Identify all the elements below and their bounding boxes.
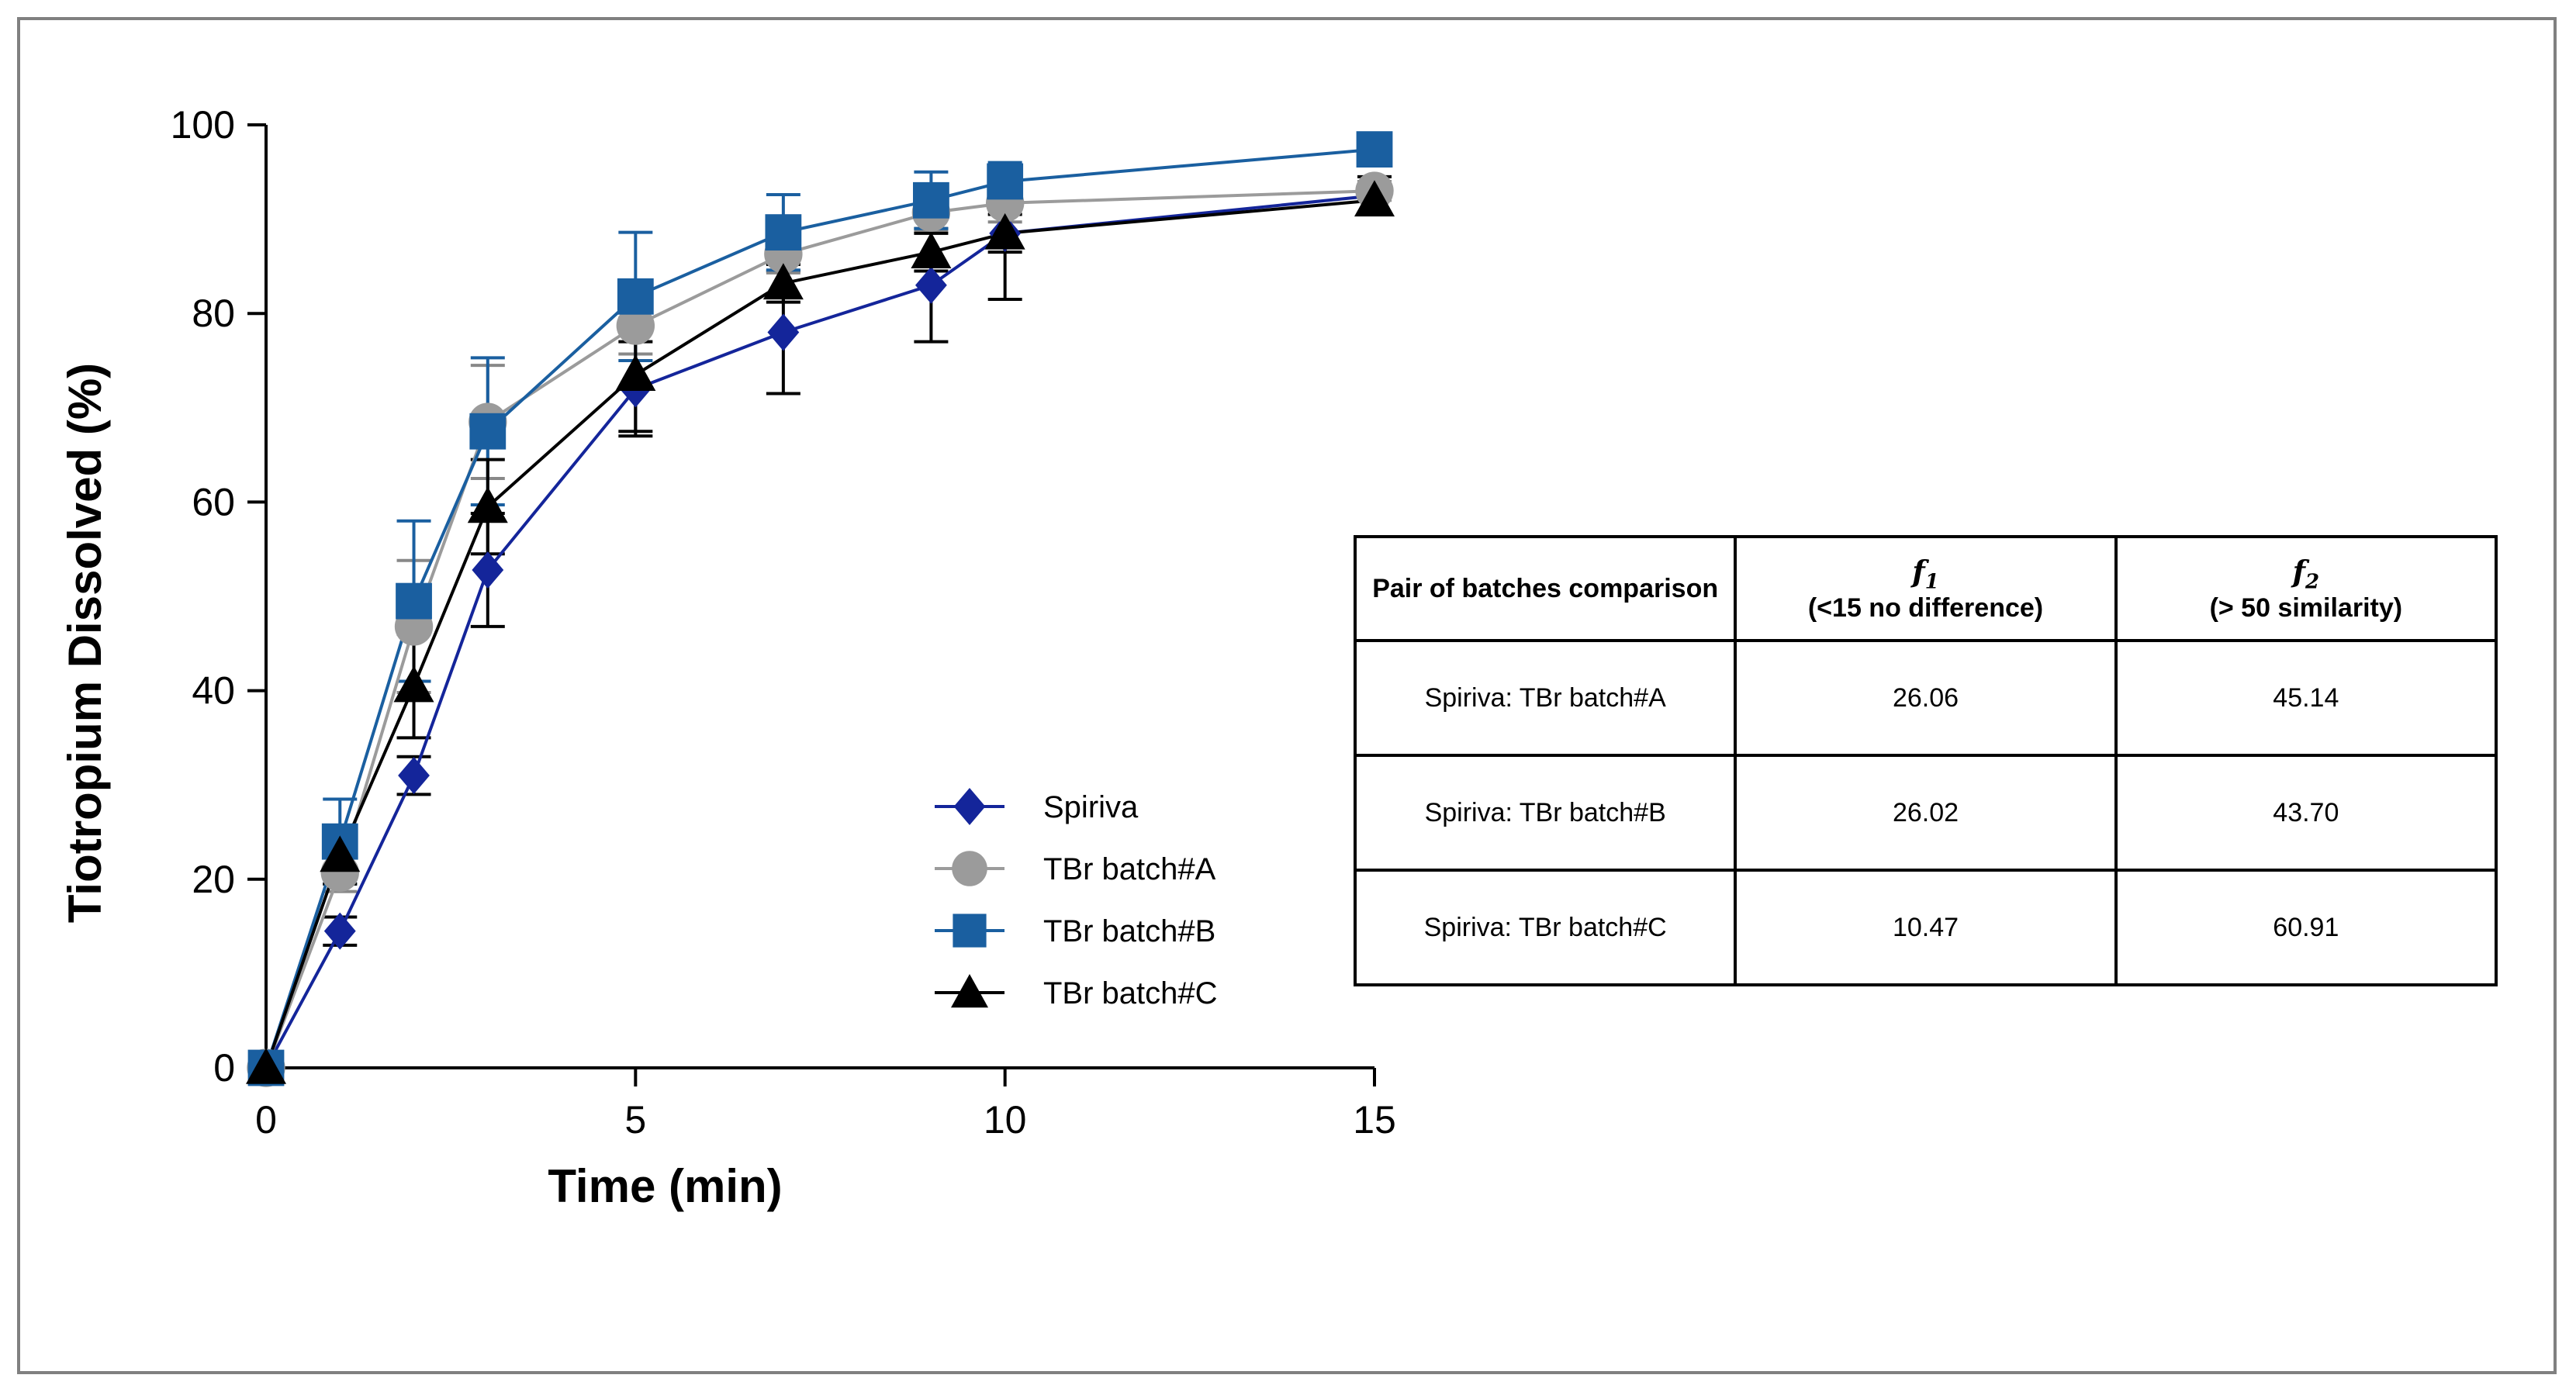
tbr-batch-c-point — [762, 263, 804, 300]
x-tick-label: 0 — [255, 1098, 277, 1142]
y-tick-label: 0 — [213, 1046, 235, 1090]
tbr-batch-b-point — [617, 278, 654, 315]
table-row: Spiriva: TBr batch#C 10.47 60.91 — [1353, 869, 2498, 986]
table-row: Spiriva: TBr batch#A 26.06 45.14 — [1353, 639, 2498, 757]
f1-symbol: f1 — [1912, 553, 1939, 594]
tbr-batch-b-point — [1356, 131, 1393, 168]
cell-pair: Spiriva: TBr batch#A — [1353, 639, 1738, 757]
y-tick-label: 100 — [171, 103, 235, 147]
tbr-batch-c-point — [467, 486, 508, 523]
x-tick-label: 15 — [1353, 1098, 1396, 1142]
cell-pair: Spiriva: TBr batch#B — [1353, 754, 1738, 872]
spiriva-point — [767, 313, 800, 351]
tbr-batch-c-point — [320, 835, 361, 872]
legend: Spiriva TBr batch#A TBr batch#B TBr batch#C — [935, 788, 1218, 1010]
y-tick-label: 20 — [192, 858, 235, 901]
tbr-batch-b-point — [469, 413, 507, 450]
cell-f1: 10.47 — [1734, 869, 2118, 986]
spiriva-point — [472, 551, 504, 589]
x-tick-label: 5 — [624, 1098, 646, 1142]
f2-symbol: f2 — [2292, 553, 2320, 594]
tbr-batch-b-point — [913, 181, 949, 219]
f1-criterion: (<15 no difference) — [1807, 593, 2044, 624]
legend-marker-tbr-batch-a — [952, 851, 987, 886]
y-axis-title: Tiotropium Dissolved (%) — [59, 363, 111, 923]
legend-marker-tbr-batch-b — [953, 914, 987, 948]
cell-f1: 26.06 — [1734, 639, 2118, 757]
table-row: Spiriva: TBr batch#B 26.02 43.70 — [1353, 754, 2498, 872]
spiriva-point — [915, 266, 947, 304]
header-f1: f1 (<15 no difference) — [1734, 535, 2118, 642]
axes: 0 5 10 15 0 20 40 60 80 100 Time (min) Tiotropium D… — [59, 103, 1396, 1212]
header-f2: f2 (> 50 similarity) — [2114, 535, 2498, 642]
spiriva-point — [323, 912, 356, 950]
legend-label-tbr-batch-a: TBr batch#A — [1043, 852, 1216, 886]
x-axis-title: Time (min) — [548, 1160, 782, 1212]
cell-f2: 43.70 — [2114, 754, 2498, 872]
tbr-batch-c-point — [911, 232, 952, 268]
legend-label-spiriva: Spiriva — [1043, 790, 1139, 824]
y-tick-label: 40 — [192, 669, 235, 713]
y-tick-label: 60 — [192, 480, 235, 523]
cell-f2: 45.14 — [2114, 639, 2498, 757]
cell-pair: Spiriva: TBr batch#C — [1353, 869, 1738, 986]
table-header-row: Pair of batches comparison f1 (<15 no di… — [1353, 535, 2498, 642]
tbr-batch-c-point — [246, 1048, 286, 1084]
error-bars — [323, 138, 1392, 947]
cell-f2: 60.91 — [2114, 869, 2498, 986]
y-tick-label: 80 — [192, 292, 235, 335]
figure-frame — [17, 17, 2557, 1374]
tbr-batch-c-point — [615, 354, 656, 392]
header-pair: Pair of batches comparison — [1353, 535, 1738, 642]
tbr-batch-c-point — [1354, 180, 1395, 217]
f2-criterion: (> 50 similarity) — [2209, 593, 2403, 624]
spiriva-point — [398, 757, 430, 795]
x-tick-label: 10 — [984, 1098, 1027, 1142]
legend-label-tbr-batch-c: TBr batch#C — [1043, 976, 1218, 1010]
tbr-batch-c-point — [393, 665, 434, 703]
legend-label-tbr-batch-b: TBr batch#B — [1043, 914, 1215, 948]
cell-f1: 26.02 — [1734, 754, 2118, 872]
tbr-batch-a-point — [616, 306, 655, 345]
tbr-batch-b-point — [987, 163, 1024, 200]
legend-marker-spiriva — [953, 788, 986, 825]
tbr-batch-b-point — [765, 214, 802, 251]
tbr-batch-b-point — [396, 582, 432, 620]
tbr-batch-c-point — [984, 212, 1025, 250]
legend-marker-tbr-batch-c — [951, 974, 988, 1008]
series-markers — [246, 131, 1395, 1087]
similarity-factor-table: Pair of batches comparison f1 (<15 no di… — [1353, 535, 2498, 986]
